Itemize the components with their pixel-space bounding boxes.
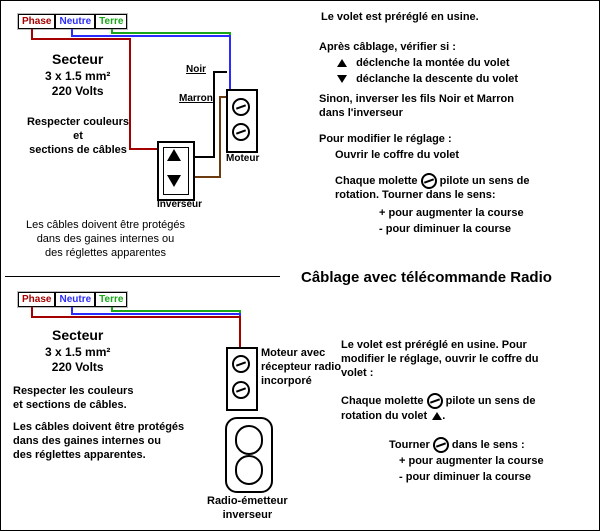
motor-adjust-knob [232,381,250,399]
txt: Sinon, inverser les fils Noir et Marron … [319,93,514,121]
motor-adjust-knob [232,355,250,373]
txt: Après câblage, vérifier si : [319,41,456,55]
wire [239,316,241,348]
txt: Chaque molette pilote un sens de rotatio… [335,173,530,203]
wire [229,35,231,90]
knob-icon [433,437,449,453]
wire [219,96,221,178]
txt: - pour diminuer la course [399,471,531,485]
wire [213,71,215,158]
motor-adjust-knob [232,98,250,116]
secteur-title: Secteur [45,327,110,345]
knob-icon [421,173,437,189]
terminal-phase: Phase [18,14,55,29]
secteur-spec1: 3 x 1.5 mm² [45,69,110,84]
wire [31,38,131,40]
label-moteur: Moteur [226,153,259,164]
wire [71,35,231,37]
remote-btn-up [235,425,263,455]
txt: Chaque molette pilote un sens de rotatio… [341,393,536,423]
arrow-up-icon [337,59,347,67]
label-marron: Marron [179,93,213,104]
note-respect: Respecter les couleurs et sections de câ… [13,385,133,413]
txt: - pour diminuer la course [379,223,511,237]
arrow-up-icon [167,149,181,161]
arrow-down-icon [167,175,181,187]
motor-adjust-knob [232,123,250,141]
terminal-phase: Phase [18,292,55,307]
wire [31,307,33,316]
txt: Le volet est préréglé en usine. Pour mod… [341,339,538,380]
wire [191,176,221,178]
txt: Tourner dans le sens : [389,437,525,453]
remote-btn-down [235,455,263,485]
label-moteur-radio: Moteur avec récepteur radio incorporé [261,347,341,388]
wire [111,310,241,312]
arrow-down-icon [337,75,347,83]
txt: Pour modifier le réglage : [319,133,452,147]
wire [71,313,241,315]
wire [31,29,33,38]
divider [5,276,280,277]
wire [31,316,241,318]
terminal-terre: Terre [95,14,127,29]
label-noir: Noir [186,64,206,75]
secteur-spec2: 220 Volts [45,360,110,375]
secteur-spec: Secteur 3 x 1.5 mm² 220 Volts [45,51,110,99]
secteur-spec1: 3 x 1.5 mm² [45,345,110,360]
label-remote: Radio-émetteur inverseur [207,495,288,523]
section-heading: Câblage avec télécommande Radio [301,269,552,288]
arrow-up-icon [432,412,442,420]
note-protect: Les câbles doivent être protégés dans de… [13,421,184,462]
secteur-title: Secteur [45,51,110,69]
terminal-terre: Terre [95,292,127,307]
terminal-neutre: Neutre [55,14,95,29]
txt: + pour augmenter la course [399,455,544,469]
top-terminal-strip: Phase Neutre Terre [17,13,128,30]
bottom-terminal-strip: Phase Neutre Terre [17,291,128,308]
txt: Ouvrir le coffre du volet [335,149,459,163]
terminal-neutre: Neutre [55,292,95,307]
knob-icon [427,393,443,409]
radio-remote [225,417,273,493]
secteur-spec: Secteur 3 x 1.5 mm² 220 Volts [45,327,110,375]
label-inverseur: Inverseur [157,199,202,210]
wire [213,71,227,73]
note-protect: Les câbles doivent être protégés dans de… [26,219,185,260]
secteur-spec2: 220 Volts [45,84,110,99]
txt: déclenche la montée du volet [337,57,510,71]
txt: Le volet est préréglé en usine. [321,11,479,25]
txt: + pour augmenter la course [379,207,524,221]
wire [111,32,231,34]
txt: déclanche la descente du volet [337,73,518,87]
note-respect: Respecter couleurs et sections de câbles [13,116,143,157]
wiring-diagram: Phase Neutre Terre Moteur Noir Marron In… [0,0,600,531]
